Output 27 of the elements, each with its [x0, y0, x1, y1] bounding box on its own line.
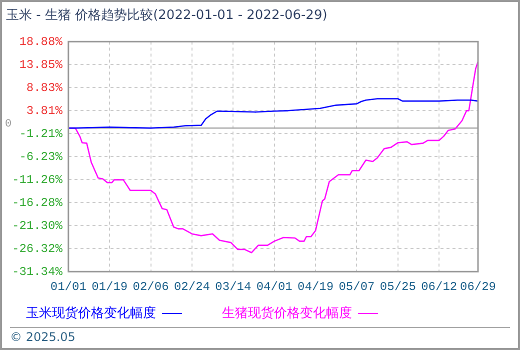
x-tick-label: 05/25: [380, 280, 416, 294]
legend-label: 生猪现货价格变化幅度: [222, 305, 352, 322]
x-tick-label: 03/14: [215, 280, 252, 294]
y-tick-label: -26.32%: [12, 242, 64, 256]
x-tick-label: 02/06: [132, 280, 169, 294]
legend-label: 玉米现货价格变化幅度: [26, 305, 156, 322]
x-tick-label: 01/19: [92, 280, 128, 294]
x-tick-label: 06/29: [460, 280, 496, 294]
x-tick-label: 06/12: [421, 280, 458, 294]
y-tick-label: 18.88%: [19, 34, 64, 49]
y-tick-label: -21.30%: [12, 218, 64, 233]
y-tick-label: -16.28%: [12, 196, 64, 210]
y-tick-label: -31.34%: [12, 264, 64, 279]
x-tick-label: 01/01: [50, 280, 86, 294]
x-tick-label: 04/19: [298, 280, 334, 294]
ref-line-label: 0: [5, 118, 12, 130]
chart-title: 玉米 - 生猪 价格趋势比较(2022-01-01 - 2022-06-29): [6, 8, 328, 24]
y-tick-label: -11.26%: [12, 172, 64, 187]
x-tick-label: 04/01: [256, 280, 292, 294]
y-tick-label: 8.83%: [26, 80, 64, 95]
y-tick-label: -1.21%: [19, 126, 64, 141]
y-tick-label: 13.85%: [19, 58, 64, 72]
text: © 2025.05: [10, 330, 76, 344]
x-tick-label: 02/24: [174, 280, 210, 294]
y-tick-label: -6.23%: [19, 150, 64, 164]
x-tick-label: 05/07: [338, 280, 375, 294]
y-tick-label: 3.81%: [26, 104, 64, 118]
